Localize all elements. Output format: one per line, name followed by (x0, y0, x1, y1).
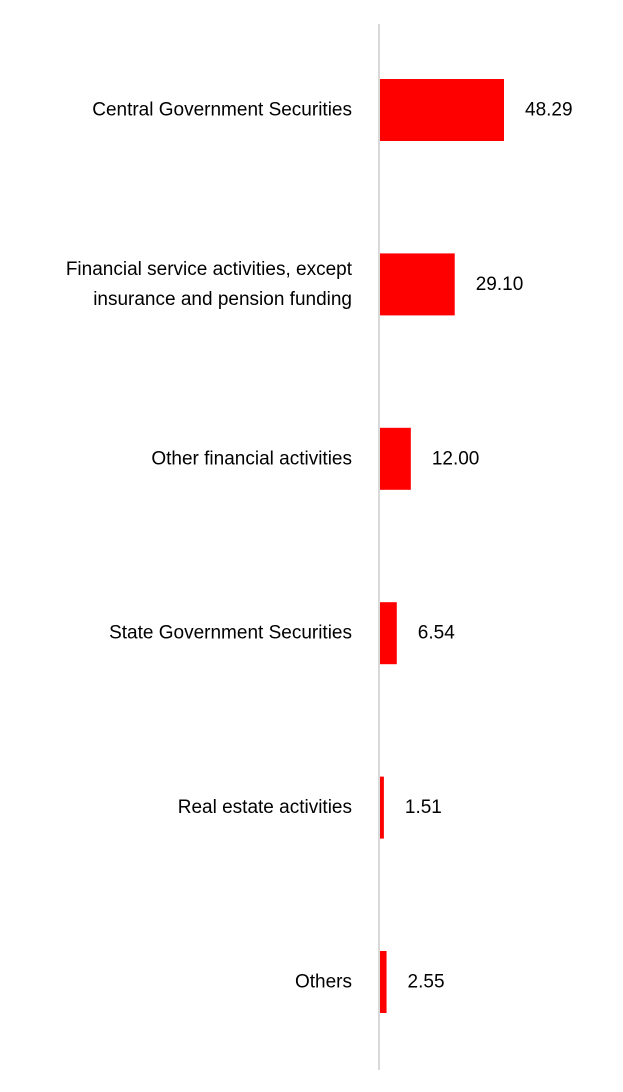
value-label-5: 1.51 (405, 797, 442, 818)
category-label-4: State Government Securities (109, 623, 352, 644)
category-label-5: Real estate activities (178, 797, 352, 818)
category-label-1: Central Government Securities (92, 100, 352, 121)
labels-group: 48.29 Central Government Securities 29.10 F… (66, 100, 573, 993)
value-label-3: 12.00 (432, 448, 480, 469)
value-label-2: 29.10 (476, 274, 524, 295)
category-label-6: Others (295, 972, 352, 993)
bars-group (380, 79, 504, 1013)
value-label-1: 48.29 (525, 100, 573, 121)
value-label-4: 6.54 (418, 623, 455, 644)
bar-1 (380, 79, 504, 141)
bar-5 (380, 776, 384, 839)
bar-4 (380, 602, 397, 665)
category-label-2-line-2: insurance and pension funding (93, 289, 352, 310)
category-label-2-line-1: Financial service activities, except (66, 259, 353, 280)
bar-2 (380, 253, 455, 316)
category-label-3: Other financial activities (151, 448, 352, 469)
bar-3 (380, 427, 411, 490)
bar-6 (380, 951, 387, 1013)
value-label-6: 2.55 (408, 972, 445, 993)
